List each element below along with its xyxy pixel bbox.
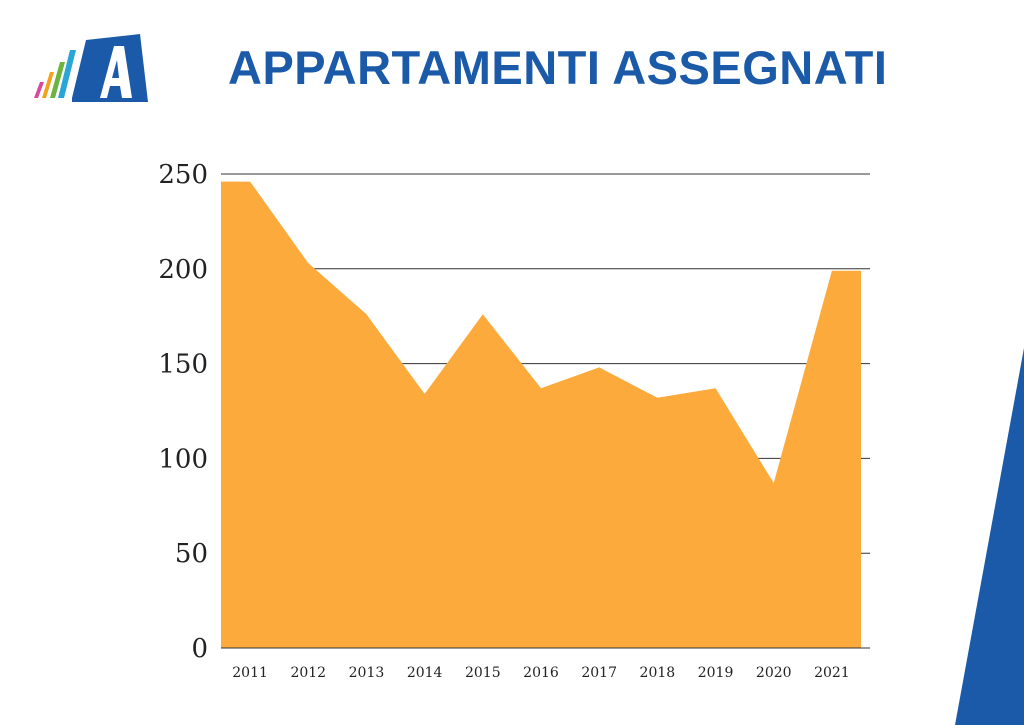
x-tick-label: 2021 bbox=[814, 665, 850, 681]
corner-wedge-shape bbox=[955, 348, 1024, 725]
x-tick-label: 2012 bbox=[290, 665, 326, 681]
x-tick-label: 2016 bbox=[523, 665, 559, 681]
logo-letter-a bbox=[100, 46, 132, 98]
y-tick-label: 100 bbox=[158, 444, 208, 474]
y-tick-label: 250 bbox=[158, 160, 208, 190]
logo-bar-4 bbox=[58, 50, 76, 98]
logo-bar-1 bbox=[34, 82, 44, 98]
x-tick-label: 2015 bbox=[465, 665, 501, 681]
y-tick-label: 150 bbox=[158, 350, 208, 380]
y-tick-label: 200 bbox=[158, 255, 208, 285]
x-tick-label: 2018 bbox=[640, 665, 676, 681]
logo-bar-2 bbox=[42, 72, 54, 98]
chart-axes bbox=[221, 181, 870, 649]
y-axis-ticks: 0 50 100 150 200 250 bbox=[158, 160, 208, 664]
x-tick-label: 2014 bbox=[407, 665, 443, 681]
y-tick-label: 0 bbox=[191, 634, 208, 664]
page-title: APPARTAMENTI ASSEGNATI bbox=[228, 41, 888, 94]
x-tick-label: 2020 bbox=[756, 665, 792, 681]
x-tick-label: 2019 bbox=[698, 665, 734, 681]
x-axis-ticks: 2011 2012 2013 2014 2015 2016 2017 2018 2019 2020… bbox=[232, 665, 849, 681]
y-tick-label: 50 bbox=[175, 539, 208, 569]
x-tick-label: 2017 bbox=[581, 665, 617, 681]
x-tick-label: 2011 bbox=[232, 665, 268, 681]
series-area bbox=[221, 181, 861, 649]
company-logo-a-icon bbox=[32, 32, 152, 107]
logo-bar-3 bbox=[50, 62, 65, 98]
x-tick-label: 2013 bbox=[349, 665, 385, 681]
